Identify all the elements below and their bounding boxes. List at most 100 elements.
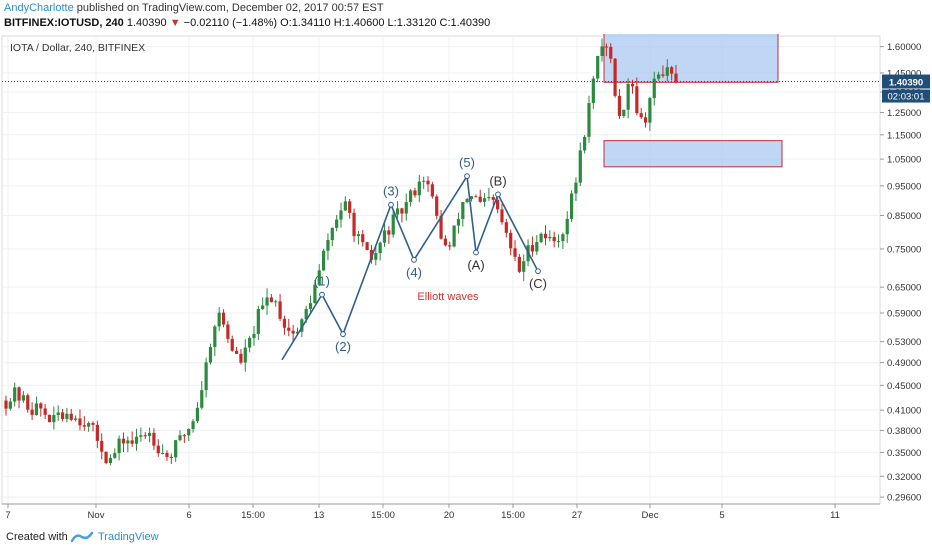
candle-body — [282, 318, 287, 328]
candle-body — [356, 234, 361, 237]
tradingview-brand-link[interactable]: TradingView — [98, 531, 159, 543]
countdown-tag — [882, 89, 930, 103]
candle-body — [221, 312, 226, 325]
candle-body — [113, 453, 117, 458]
wave-point — [319, 291, 325, 298]
candle-body — [243, 347, 247, 363]
candle-body — [587, 103, 591, 137]
candle-body — [430, 184, 434, 197]
candle-body — [487, 197, 491, 199]
countdown-label: 02:03:01 — [888, 92, 925, 103]
candle-body — [374, 253, 378, 260]
candle-body — [613, 58, 617, 96]
wave-point — [340, 331, 346, 338]
candle-body — [139, 435, 143, 437]
y-tick-label: 0.38000 — [887, 426, 921, 437]
y-tick-label: 0.29600 — [887, 493, 921, 504]
candle-body — [617, 95, 622, 116]
tradingview-logo-icon — [70, 530, 94, 549]
candle-body — [343, 201, 347, 211]
y-tick-label: 0.35000 — [887, 448, 921, 459]
x-tick-label: 27 — [572, 510, 583, 521]
candle-body — [65, 413, 69, 419]
candle-body — [643, 117, 648, 123]
x-tick-label: Dec — [642, 510, 659, 521]
candle-body — [661, 74, 665, 76]
candle-body — [182, 435, 186, 437]
x-tick-label: 15:00 — [501, 510, 525, 521]
candle-body — [674, 73, 678, 82]
candle-body — [626, 83, 630, 110]
candle-body — [34, 403, 39, 415]
candle-body — [561, 234, 565, 242]
candle-body — [69, 413, 73, 420]
candle-body — [443, 238, 448, 246]
y-tick-label: 1.45000 — [887, 68, 921, 79]
candle-body — [439, 215, 443, 239]
low-value: L:1.33120 — [387, 17, 437, 29]
y-tick-label: 0.49000 — [887, 358, 921, 369]
candle-body — [670, 67, 674, 74]
last-price-label: 1.40390 — [889, 78, 923, 89]
candle-body — [474, 196, 478, 198]
candle-body — [308, 303, 313, 309]
x-tick-label: 6 — [186, 510, 191, 521]
y-tick-label: 0.32000 — [887, 472, 921, 483]
published-text: published on TradingView.com, December 0… — [76, 2, 384, 14]
candle-body — [117, 438, 121, 454]
wave-point — [464, 173, 470, 180]
candle-body — [87, 423, 91, 427]
candle-body — [478, 196, 482, 202]
candle-body — [513, 248, 517, 257]
candle-body — [648, 98, 652, 123]
candle-body — [174, 440, 178, 458]
price-chart[interactable]: (1)(2)(3)(4)(5)(A)(B)(C) 1.600001.450001… — [0, 34, 932, 526]
chart-title: IOTA / Dollar, 240, BITFINEX — [10, 42, 145, 54]
candle-body — [352, 212, 356, 237]
wave-point — [411, 256, 417, 263]
candle-body — [422, 180, 426, 182]
candle-body — [404, 202, 408, 214]
candle-body — [330, 227, 334, 241]
candle-body — [178, 435, 182, 441]
candle-body — [417, 181, 421, 196]
candle-body — [291, 330, 295, 334]
candle-body — [147, 432, 152, 437]
chart-header: AndyCharlotte published on TradingView.c… — [0, 0, 932, 34]
high-value: H:1.40600 — [333, 17, 385, 29]
author-link[interactable]: AndyCharlotte — [4, 2, 74, 14]
candle-body — [156, 445, 160, 454]
y-tick-label: 1.05000 — [887, 155, 921, 166]
candle-body — [278, 301, 282, 319]
wave-label: (B) — [489, 173, 506, 188]
candle-body — [74, 418, 78, 420]
candle-body — [121, 438, 126, 444]
candle-body — [8, 401, 12, 409]
candle-body — [535, 241, 539, 252]
wave-label: (1) — [314, 274, 330, 289]
created-with-text: Created with — [6, 531, 68, 543]
candle-body — [609, 46, 613, 59]
candle-body — [482, 198, 487, 202]
candle-body — [21, 395, 26, 401]
candle-body — [435, 196, 439, 216]
candle-body — [200, 390, 204, 408]
wave-point — [535, 268, 541, 275]
candle-body — [465, 199, 469, 203]
candle-body — [504, 222, 508, 233]
y-tick-label: 1.25000 — [887, 108, 921, 119]
candle-body — [217, 312, 221, 327]
candle-body — [313, 284, 317, 304]
y-tick-label: 0.75000 — [887, 244, 921, 255]
candle-body — [378, 242, 382, 254]
candle-body — [187, 429, 191, 436]
candle-body — [382, 230, 387, 243]
plot-frame — [1, 35, 881, 505]
candle-body — [452, 225, 456, 247]
candle-body — [13, 387, 17, 402]
close-value: C:1.40390 — [439, 17, 491, 29]
wave-point — [473, 249, 479, 256]
open-value: O:1.34110 — [280, 17, 331, 29]
last-price-tag — [882, 74, 930, 89]
candle-body — [100, 440, 104, 452]
